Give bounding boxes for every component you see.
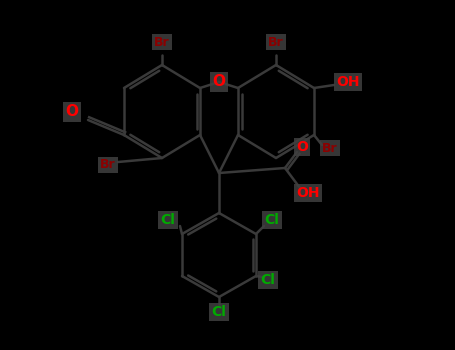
Text: Cl: Cl (261, 273, 275, 287)
Text: O: O (66, 105, 79, 119)
Text: Br: Br (100, 159, 116, 172)
Text: OH: OH (336, 75, 360, 89)
Text: O: O (212, 75, 226, 90)
Text: Br: Br (268, 35, 284, 49)
Text: Cl: Cl (212, 305, 227, 319)
Text: Cl: Cl (161, 213, 176, 227)
Text: Br: Br (322, 141, 338, 154)
Text: OH: OH (296, 186, 320, 200)
Text: O: O (296, 140, 308, 154)
Text: Cl: Cl (264, 213, 279, 227)
Text: Br: Br (154, 35, 170, 49)
